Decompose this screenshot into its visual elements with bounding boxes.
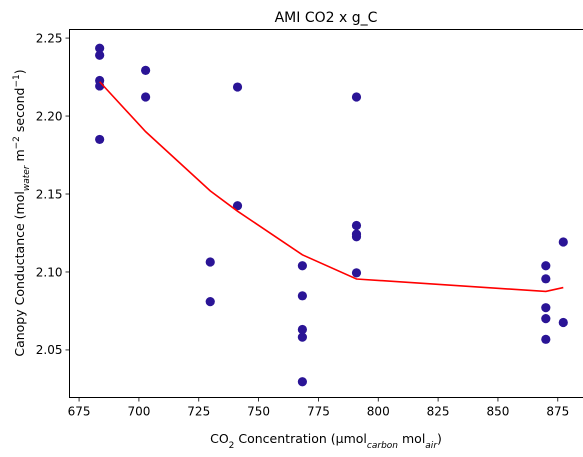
- scatter-point-4: [95, 134, 105, 145]
- x-tick-label: 800: [367, 405, 390, 419]
- scatter-point-14: [297, 332, 307, 342]
- x-tick-label: 825: [427, 405, 450, 419]
- scatter-point-13: [297, 324, 307, 335]
- x-axis-title: CO2 Concentration (µmolcarbon molair): [210, 431, 442, 451]
- scatter-point-20: [351, 268, 362, 278]
- plot-area: [69, 29, 583, 398]
- y-tick-label: 2.10: [36, 265, 63, 279]
- axes-frame: [69, 29, 583, 398]
- scatter-point-26: [558, 237, 568, 247]
- scatter-point-23: [541, 303, 551, 313]
- scatter-point-22: [541, 274, 551, 284]
- scatter-point-27: [558, 317, 568, 328]
- y-tick-label: 2.15: [36, 187, 63, 201]
- scatter-point-10: [232, 201, 243, 211]
- x-tick-label: 775: [307, 405, 330, 419]
- scatter-point-8: [205, 297, 215, 307]
- chart-marks: [95, 43, 568, 387]
- chart-title: AMI CO2 x g_C: [275, 10, 378, 26]
- scatter-point-19: [351, 232, 362, 242]
- x-tick-label: 675: [68, 405, 91, 419]
- x-tick-label: 725: [187, 405, 210, 419]
- scatter-point-21: [541, 261, 551, 271]
- scatter-point-25: [541, 334, 551, 344]
- x-tick-label: 750: [247, 405, 270, 419]
- x-tick-label: 875: [546, 405, 569, 419]
- x-axis-ticks: 675 700 725 750 775 800 825 850 875: [68, 397, 569, 419]
- x-tick-label: 850: [486, 405, 509, 419]
- scatter-point-7: [205, 257, 215, 267]
- scatter-point-6: [141, 92, 151, 102]
- scatter-point-24: [541, 313, 551, 324]
- scatter-point-12: [297, 291, 307, 301]
- scatter-point-16: [351, 92, 362, 102]
- y-axis-title: Canopy Conductance (molwater m−2 second−…: [12, 69, 32, 356]
- y-tick-label: 2.25: [36, 31, 63, 45]
- trend-line: [99, 81, 564, 293]
- scatter-point-17: [351, 220, 362, 231]
- scatter-point-9: [232, 82, 243, 92]
- y-axis-ticks: 2.05 2.10 2.15 2.20 2.25: [36, 31, 70, 357]
- scatter-point-1: [95, 50, 105, 60]
- y-tick-label: 2.05: [36, 343, 63, 357]
- scatter-point-15: [297, 377, 307, 387]
- x-tick-label: 700: [127, 405, 150, 419]
- scatter-point-0: [95, 43, 105, 53]
- scatter-point-5: [141, 65, 151, 75]
- scatter-point-11: [297, 261, 307, 271]
- y-tick-label: 2.20: [36, 109, 63, 123]
